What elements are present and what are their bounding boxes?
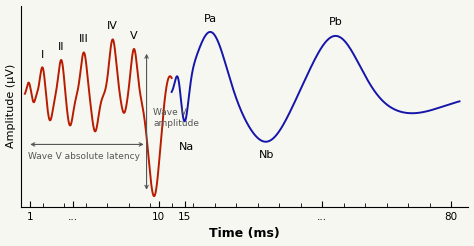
Text: V: V: [130, 31, 138, 41]
X-axis label: Time (ms): Time (ms): [210, 228, 280, 240]
Text: Pb: Pb: [329, 17, 343, 27]
Text: III: III: [79, 34, 89, 44]
Text: I: I: [41, 49, 44, 60]
Text: Wave V absolute latency: Wave V absolute latency: [28, 152, 140, 161]
Text: Pa: Pa: [204, 14, 217, 24]
Text: Nb: Nb: [258, 150, 274, 160]
Text: II: II: [58, 42, 64, 52]
Text: Wave V
amplitude: Wave V amplitude: [153, 108, 199, 128]
Text: IV: IV: [107, 21, 118, 31]
Y-axis label: Amplitude (μV): Amplitude (μV): [6, 64, 16, 148]
Text: Na: Na: [178, 142, 194, 152]
